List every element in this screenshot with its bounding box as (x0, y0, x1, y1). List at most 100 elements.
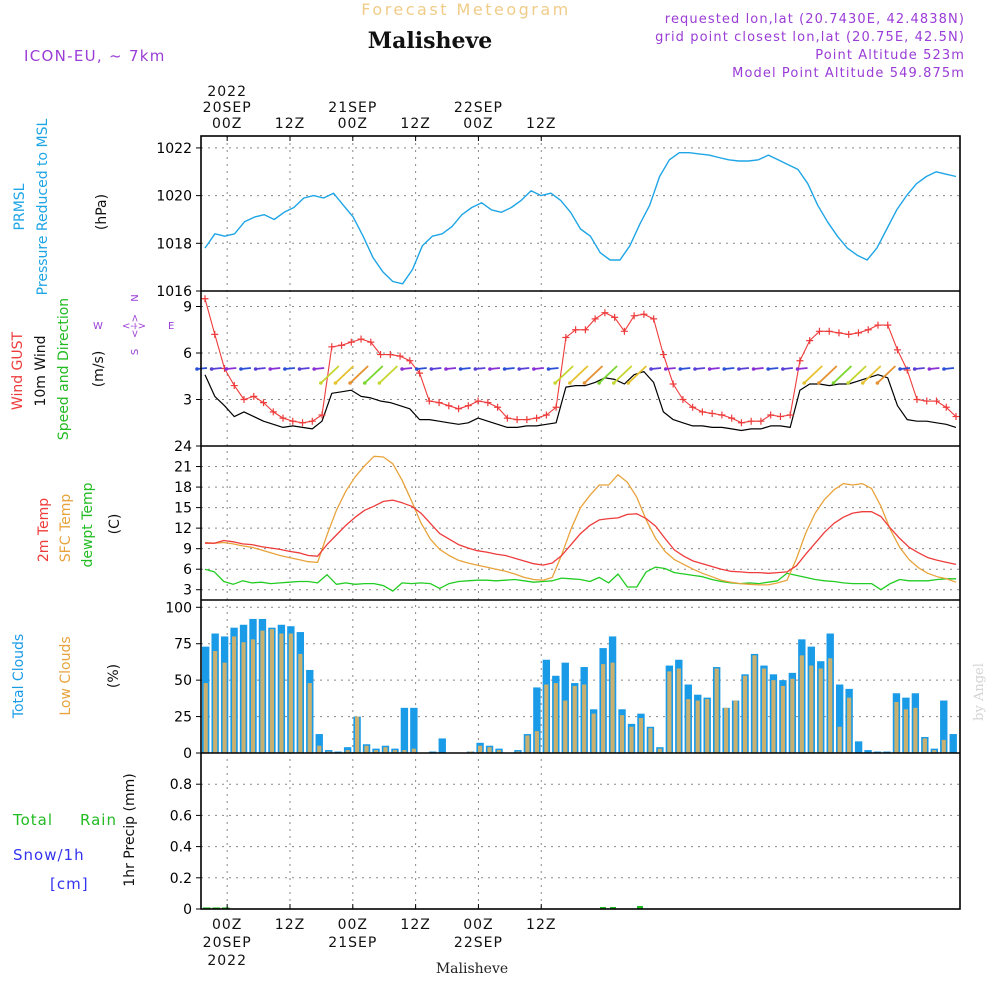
wind-arrow-head (766, 367, 771, 371)
gust-marker (240, 396, 248, 403)
y-tick-label: 0 (183, 746, 192, 762)
low-cloud-bar (695, 700, 700, 753)
y-tick-label: 9 (183, 300, 192, 316)
gust-marker (328, 343, 336, 351)
low-cloud-bar (260, 630, 265, 753)
gust-marker (825, 327, 833, 335)
low-cloud-bar (742, 675, 748, 753)
low-cloud-bar (232, 636, 237, 753)
low-cloud-bar (269, 629, 274, 753)
rain-bar (600, 907, 606, 909)
time-label-top: 12Z (400, 116, 430, 132)
wind-arrow-head (553, 381, 557, 385)
wind-arrow-head (517, 367, 522, 371)
time-label-top: 00Z (212, 116, 242, 132)
dewpoint-line (204, 566, 956, 592)
gust-marker (552, 403, 560, 411)
temp-label-2: SFC Temp (58, 494, 74, 563)
wind-arrow-head (898, 367, 902, 371)
gust-marker (923, 397, 931, 405)
wind-direction-arrow (876, 365, 897, 384)
low-cloud-bar (648, 728, 653, 753)
wind-arrow-head (400, 367, 404, 371)
wind-direction-arrow (803, 365, 823, 384)
wind-direction-arrow (583, 365, 604, 384)
low-cloud-bar (307, 683, 312, 753)
wind-arrow-head (348, 381, 352, 385)
gust-line (204, 298, 957, 424)
gust-marker (455, 405, 463, 413)
low-cloud-bar (222, 662, 227, 753)
wind-arrow-head (333, 381, 338, 385)
low-cloud-bar (364, 745, 369, 753)
low-cloud-bar (903, 709, 908, 753)
low-cloud-bar (411, 748, 416, 753)
gust-marker (776, 413, 784, 421)
wind-arrow-head (362, 381, 367, 385)
gust-marker (650, 315, 658, 323)
wind-direction-arrow (598, 365, 618, 384)
gust-marker (386, 351, 394, 359)
low-cloud-bar (847, 697, 852, 753)
gust-marker (201, 295, 209, 303)
gust-marker (718, 411, 726, 419)
panel-frames (196, 135, 961, 910)
wind10m-line (204, 371, 957, 432)
y-tick-label: 75 (174, 637, 192, 653)
wind-arrow-head (846, 381, 850, 385)
wind-arrow-head (649, 367, 653, 371)
low-cloud-bar (809, 665, 814, 753)
wind-direction-arrow (832, 365, 853, 384)
low-cloud-bar (572, 685, 577, 753)
low-cloud-bar (932, 750, 937, 753)
gust-marker (572, 326, 580, 334)
precip-label-total: Total (12, 811, 53, 829)
wind-arrow-head (377, 381, 382, 385)
gust-marker (874, 321, 882, 329)
low-cloud-bar (213, 651, 218, 753)
gust-marker (269, 408, 277, 416)
precip-label-cm: [cm] (50, 875, 89, 893)
y-tick-label: 0.6 (170, 808, 192, 824)
gust-marker (464, 402, 472, 410)
wind-arrow-head (597, 381, 601, 385)
y-tick-label: 6 (183, 346, 192, 362)
low-cloud-bar (676, 668, 681, 753)
gust-marker (396, 352, 404, 360)
low-cloud-bar (203, 683, 208, 753)
time-label-top: 2022 (207, 84, 247, 100)
wind-arrow-head (582, 381, 587, 385)
total-cloud-bar (940, 700, 948, 753)
time-label-top: 00Z (463, 116, 493, 132)
pressure-panel-labels: PRMSL Pressure Reduced to MSL (hPa) (12, 118, 110, 295)
gust-marker (211, 330, 219, 338)
low-cloud-bar (355, 716, 360, 753)
location-title: Malisheve (368, 28, 492, 54)
low-cloud-bar (250, 639, 256, 753)
total-cloud-bar (315, 734, 323, 753)
low-cloud-bar (525, 735, 530, 753)
wind-arrow-head (875, 381, 880, 385)
low-cloud-bar (941, 739, 946, 753)
precip-panel-labels: Total Rain Snow/1h [cm] 1hr Precip (mm) (12, 773, 138, 893)
time-label-bottom: 20SEP (203, 935, 252, 951)
low-cloud-bar (619, 715, 625, 753)
wind-arrow-head (678, 367, 683, 371)
low-cloud-bar (553, 683, 558, 753)
wind-label-3: Speed and Direction (56, 298, 72, 440)
compass-e: E (168, 321, 174, 332)
time-label-bottom: 00Z (463, 917, 493, 933)
gust-marker (708, 409, 716, 417)
wind-arrow-head (693, 367, 697, 371)
low-cloud-bar (837, 726, 842, 753)
low-cloud-bar (657, 748, 662, 753)
gust-marker (289, 417, 297, 425)
wind-unit: (m/s) (91, 351, 107, 388)
wind-label-2: 10m Wind (33, 335, 49, 406)
wind-arrow-head (626, 381, 631, 385)
low-cloud-bar (544, 684, 549, 753)
low-cloud-bar (241, 642, 246, 753)
pressure-unit: (hPa) (94, 194, 110, 230)
gust-marker (796, 357, 804, 365)
